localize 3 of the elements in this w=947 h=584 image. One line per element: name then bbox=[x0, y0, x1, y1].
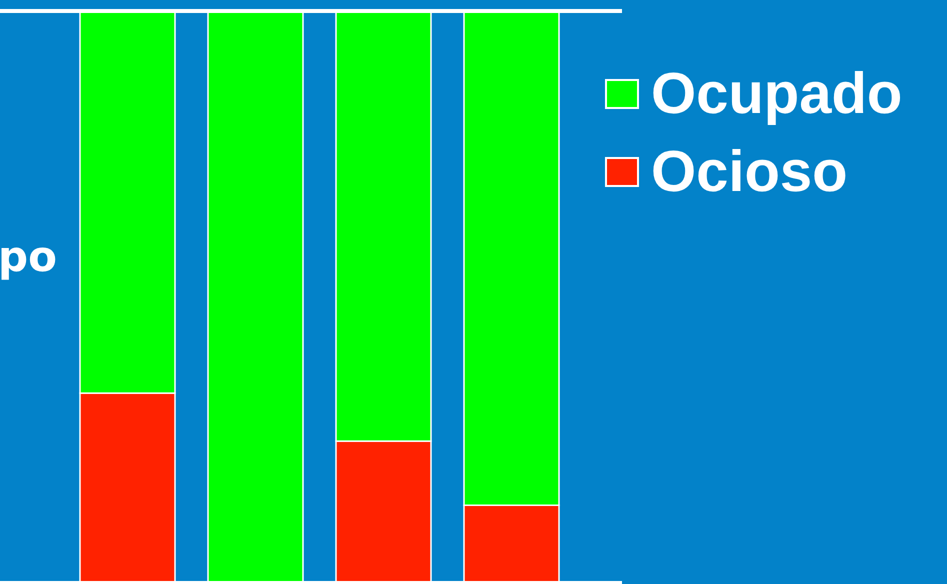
legend-label: Ocioso bbox=[651, 139, 848, 204]
legend-label: Ocupado bbox=[651, 61, 902, 126]
y-axis-title: po bbox=[0, 232, 57, 281]
